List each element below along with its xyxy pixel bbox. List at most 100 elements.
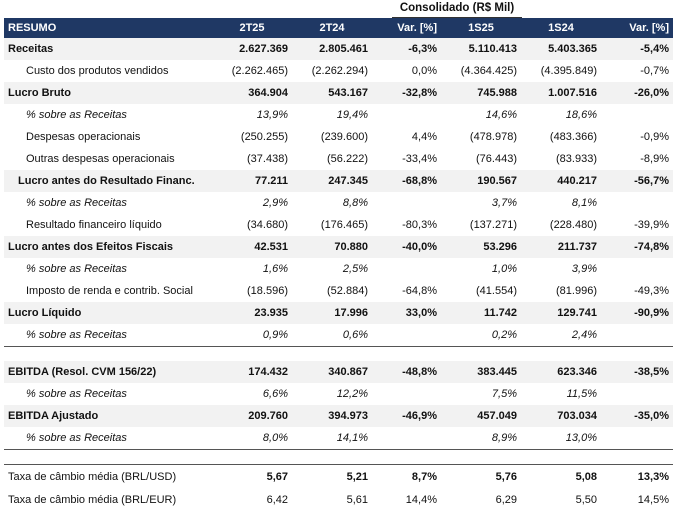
row-value: 3,9%: [571, 263, 597, 275]
table-row: Receitas 2.627.369 2.805.461 -6,3% 5.110.413…: [4, 38, 673, 60]
row-value: [372, 449, 441, 465]
row-value: -26,0%: [601, 82, 673, 104]
table-row: Taxa de câmbio média (BRL/USD) 5,67 5,21 8,…: [4, 465, 673, 489]
row-value: [601, 324, 673, 347]
table-row: Taxa de câmbio média (BRL/EUR) 6,42 5,61 14…: [4, 488, 673, 511]
column-header-var-quarter: Var. [%]: [372, 18, 441, 38]
row-value: [601, 346, 673, 361]
column-header-resumo: RESUMO: [4, 18, 212, 38]
row-value: 8,0%: [212, 427, 292, 450]
row-value: -8,9%: [640, 153, 669, 165]
row-value: -0,7%: [640, 65, 669, 77]
table-row: Custo dos produtos vendidos (2.262.465) (2…: [4, 60, 673, 82]
row-value: -80,3%: [402, 219, 437, 231]
row-value: [441, 346, 521, 361]
row-value: (52.884): [327, 285, 368, 297]
row-value: 14,6%: [485, 109, 517, 121]
row-value: -49,3%: [634, 285, 669, 297]
row-label: % sobre as Receitas: [4, 324, 212, 347]
row-value: (2.262.294): [311, 65, 368, 77]
row-value: 5,50: [575, 493, 597, 506]
row-value: -35,0%: [601, 405, 673, 427]
row-value: 7,5%: [491, 388, 517, 400]
row-value: (239.600): [320, 131, 368, 143]
row-value: 745.988: [441, 82, 521, 104]
row-value: [601, 104, 673, 126]
row-value: -39,9%: [634, 219, 669, 231]
row-value: 5,67: [266, 470, 288, 483]
row-value: 174.432: [212, 361, 292, 383]
row-value: 190.567: [441, 170, 521, 192]
row-value: 129.741: [521, 302, 601, 324]
row-label: % sobre as Receitas: [26, 388, 127, 400]
row-value: [372, 346, 441, 361]
row-value: 8,1%: [571, 197, 597, 209]
table-row: Imposto de renda e contrib. Social (18.59…: [4, 280, 673, 302]
row-label: % sobre as Receitas: [26, 109, 127, 121]
row-value: 6,6%: [262, 388, 288, 400]
row-value: [292, 449, 372, 465]
row-value: 5.110.413: [441, 38, 521, 60]
row-value: 13,0%: [521, 427, 601, 450]
row-value: -48,8%: [372, 361, 441, 383]
row-value: 4,4%: [411, 131, 437, 143]
row-label: % sobre as Receitas: [26, 263, 127, 275]
summary-table: RESUMO 2T25 2T24 Var. [%] 1S25 1S24 Var.…: [4, 18, 673, 511]
row-value: (56.222): [327, 153, 368, 165]
row-value: -64,8%: [402, 285, 437, 297]
row-value: (483.366): [549, 131, 597, 143]
row-value: 8,9%: [441, 427, 521, 450]
row-value: [292, 346, 372, 361]
row-value: 5,21: [346, 470, 368, 483]
row-value: (18.596): [247, 285, 288, 297]
row-value: [441, 449, 521, 465]
row-value: 0,6%: [292, 324, 372, 347]
row-value: 19,4%: [336, 109, 368, 121]
table-row: Resultado financeiro líquido (34.680) (176…: [4, 214, 673, 236]
row-value: [372, 324, 441, 347]
row-value: 2,9%: [262, 197, 288, 209]
row-value: (228.480): [549, 219, 597, 231]
row-value: (137.271): [469, 219, 517, 231]
row-value: -0,9%: [640, 131, 669, 143]
column-header-1s24: 1S24: [521, 18, 601, 38]
row-value: [601, 383, 673, 405]
row-value: 0,9%: [212, 324, 292, 347]
row-value: 12,2%: [336, 388, 368, 400]
row-value: (250.255): [240, 131, 288, 143]
consolidated-header-underline: [392, 17, 522, 18]
row-value: [601, 192, 673, 214]
table-row: % sobre as Receitas 0,9% 0,6% 0,2% 2,4%: [4, 324, 673, 347]
row-label: Custo dos produtos vendidos: [26, 65, 169, 77]
row-label: % sobre as Receitas: [4, 427, 212, 450]
row-value: 2,4%: [521, 324, 601, 347]
table-row: EBITDA (Resol. CVM 156/22) 174.432 340.867…: [4, 361, 673, 383]
table-row: % sobre as Receitas 6,6% 12,2% 7,5% 11,5%: [4, 383, 673, 405]
row-value: 70.880: [292, 236, 372, 258]
row-label: [4, 346, 212, 361]
column-header-1s25: 1S25: [441, 18, 521, 38]
row-value: 53.296: [441, 236, 521, 258]
row-value: 5.403.365: [521, 38, 601, 60]
row-label: Lucro Bruto: [4, 82, 212, 104]
row-value: -32,8%: [372, 82, 441, 104]
row-value: 209.760: [212, 405, 292, 427]
row-value: (478.978): [469, 131, 517, 143]
row-value: 33,0%: [372, 302, 441, 324]
row-value: 23.935: [212, 302, 292, 324]
row-value: (4.364.425): [460, 65, 517, 77]
row-value: -6,3%: [372, 38, 441, 60]
row-value: 440.217: [521, 170, 601, 192]
row-value: [372, 192, 441, 214]
row-value: 8,7%: [411, 470, 437, 483]
row-value: [521, 449, 601, 465]
table-row: % sobre as Receitas 13,9% 19,4% 14,6% 18,6%: [4, 104, 673, 126]
row-value: (81.996): [556, 285, 597, 297]
row-label: Resultado financeiro líquido: [26, 219, 162, 231]
table-header-row: RESUMO 2T25 2T24 Var. [%] 1S25 1S24 Var.…: [4, 18, 673, 38]
row-label: [4, 449, 212, 465]
row-value: 2,5%: [342, 263, 368, 275]
row-value: 3,7%: [491, 197, 517, 209]
row-value: 2.805.461: [292, 38, 372, 60]
